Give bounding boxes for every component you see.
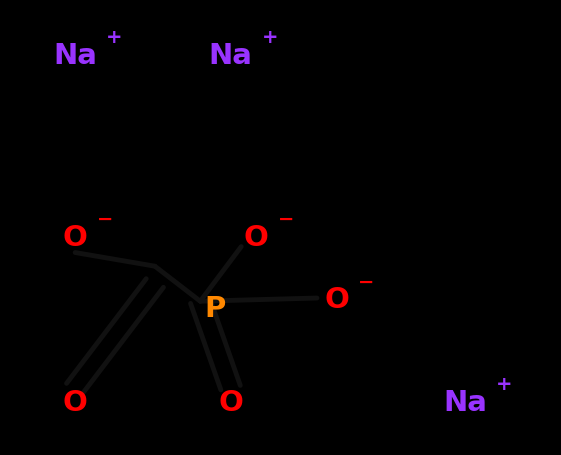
Text: +: +: [496, 375, 512, 394]
Text: O: O: [244, 223, 269, 252]
Text: −: −: [358, 273, 374, 292]
Text: Na: Na: [209, 41, 252, 70]
Text: O: O: [324, 286, 349, 314]
Text: O: O: [63, 389, 88, 417]
Text: −: −: [96, 210, 113, 229]
Text: +: +: [261, 28, 278, 47]
Text: O: O: [63, 223, 88, 252]
Text: O: O: [218, 389, 243, 417]
Text: Na: Na: [443, 389, 487, 417]
Text: +: +: [106, 28, 122, 47]
Text: −: −: [278, 210, 294, 229]
Text: Na: Na: [53, 41, 97, 70]
Text: P: P: [204, 295, 226, 324]
